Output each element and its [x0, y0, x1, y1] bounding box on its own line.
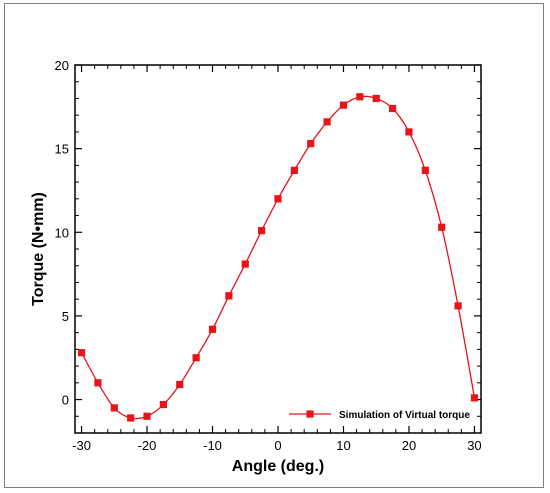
x-axis-label: Angle (deg.) [232, 458, 324, 475]
data-point-marker [388, 104, 397, 113]
data-point-marker [225, 292, 233, 300]
data-point-marker [94, 379, 102, 387]
x-tick-label: -10 [203, 438, 222, 453]
figure-frame [4, 3, 544, 488]
legend: Simulation of Virtual torque [289, 410, 470, 421]
series-layer [77, 93, 479, 422]
x-tick-label: -20 [138, 438, 157, 453]
data-point-marker [470, 394, 479, 402]
data-point-marker [323, 118, 331, 126]
x-axis-ticks: -30 -20 -10 0 10 20 30 [72, 65, 482, 453]
data-point-marker [77, 349, 86, 357]
x-tick-label: 0 [274, 438, 281, 453]
data-point-marker [208, 325, 217, 333]
data-point-marker [307, 140, 315, 148]
y-axis-ticks: 0 5 10 15 20 [55, 58, 481, 434]
data-point-marker [372, 94, 380, 103]
y-tick-label: 0 [62, 393, 69, 408]
x-tick-label: 30 [467, 438, 481, 453]
plot-area [74, 64, 482, 434]
data-point-marker [258, 227, 266, 235]
data-point-marker [127, 414, 135, 422]
data-point-marker [143, 412, 151, 420]
y-axis-label: Torque (N•mm) [30, 192, 47, 306]
y-tick-label: 15 [55, 142, 69, 157]
x-tick-label: 10 [336, 438, 350, 453]
legend-marker [306, 410, 314, 418]
data-point-marker [421, 166, 429, 174]
data-point-marker [159, 400, 168, 409]
data-point-marker [290, 166, 298, 174]
data-point-marker [438, 223, 446, 231]
data-point-marker [339, 101, 348, 109]
data-point-marker [356, 93, 364, 101]
x-tick-label: 20 [402, 438, 416, 453]
legend-label: Simulation of Virtual torque [339, 410, 470, 421]
x-tick-label: -30 [72, 438, 91, 453]
data-point-marker [176, 380, 184, 389]
y-tick-label: 5 [62, 309, 69, 324]
data-point-marker [241, 260, 249, 268]
data-point-marker [274, 195, 282, 203]
data-point-marker [454, 302, 462, 310]
data-point-marker [192, 354, 200, 362]
y-tick-label: 20 [55, 58, 69, 73]
series-line [80, 95, 476, 420]
data-point-marker [405, 128, 413, 136]
y-tick-label: 10 [55, 225, 69, 240]
data-point-marker [110, 404, 118, 412]
